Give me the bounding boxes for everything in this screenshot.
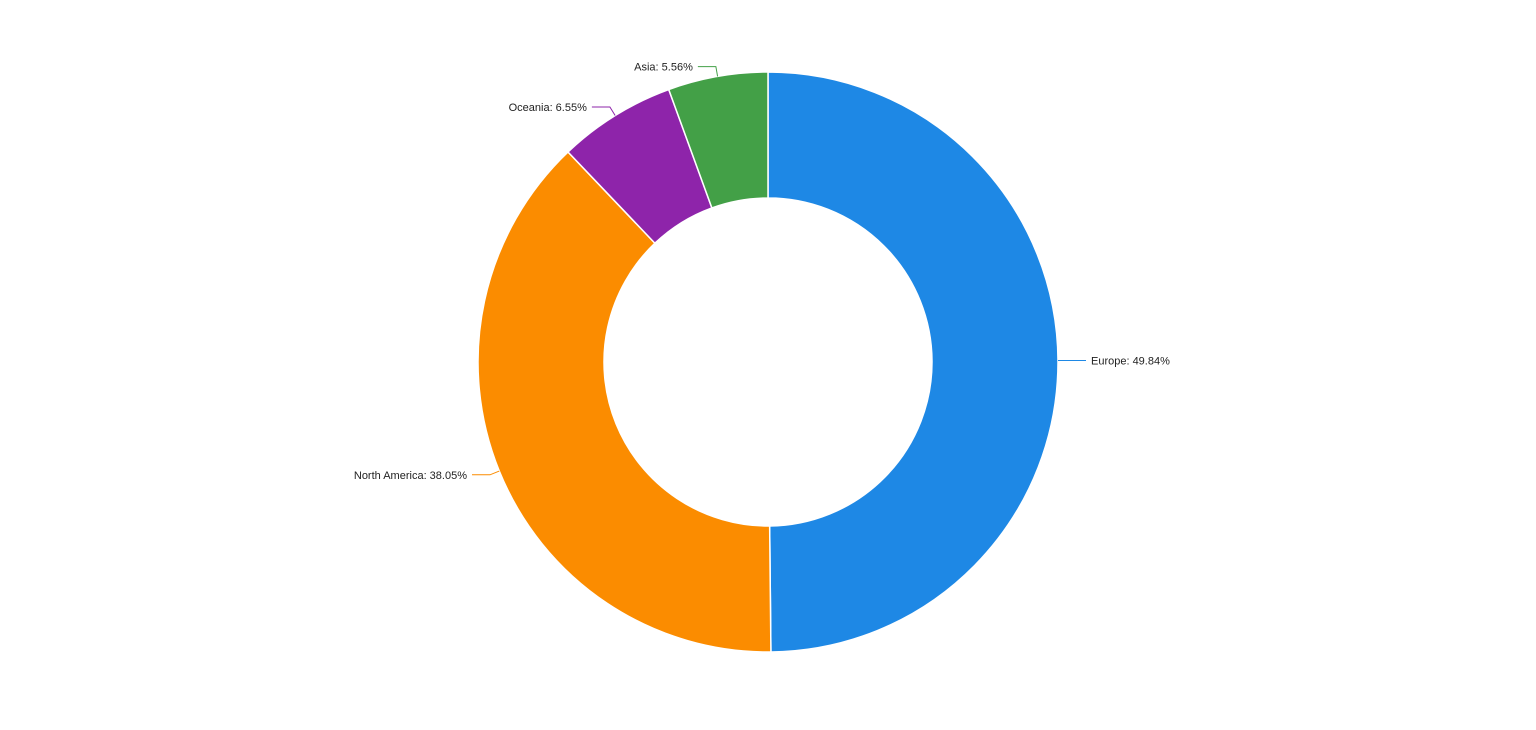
slice-label-oceania: Oceania: 6.55% xyxy=(509,102,587,114)
slice-label-north-america: North America: 38.05% xyxy=(354,470,467,482)
leader-line-asia xyxy=(698,67,718,77)
slices-layer xyxy=(478,72,1058,652)
leader-line-oceania xyxy=(592,107,615,115)
slice-label-asia: Asia: 5.56% xyxy=(634,62,693,74)
slice-north-america[interactable] xyxy=(478,152,771,652)
slice-europe[interactable] xyxy=(768,72,1058,652)
slice-label-europe: Europe: 49.84% xyxy=(1091,355,1170,367)
leader-line-north-america xyxy=(472,471,499,475)
